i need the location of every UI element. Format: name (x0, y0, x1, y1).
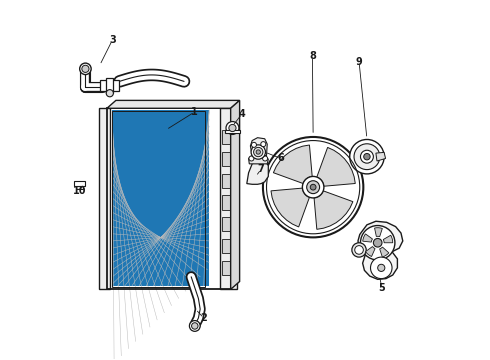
Circle shape (373, 238, 382, 247)
Text: 2: 2 (200, 313, 207, 323)
Circle shape (361, 150, 373, 163)
Circle shape (80, 63, 91, 75)
Circle shape (254, 147, 263, 157)
Polygon shape (271, 188, 310, 227)
Circle shape (354, 144, 380, 170)
Bar (221, 217, 235, 231)
Circle shape (263, 156, 268, 161)
Text: 7: 7 (258, 164, 265, 174)
Polygon shape (366, 247, 375, 257)
Circle shape (361, 226, 395, 260)
Bar (107, 108, 231, 289)
Circle shape (310, 184, 316, 190)
Bar (112, 111, 205, 287)
Polygon shape (314, 191, 353, 229)
Polygon shape (317, 147, 355, 186)
Bar (99, 108, 110, 289)
Circle shape (364, 153, 370, 160)
Circle shape (263, 137, 364, 237)
Text: 8: 8 (309, 51, 316, 61)
Circle shape (249, 156, 254, 161)
Circle shape (226, 122, 239, 134)
Bar (220, 108, 237, 289)
Bar (225, 130, 240, 134)
Bar (221, 174, 235, 188)
Text: 3: 3 (109, 35, 116, 45)
Circle shape (251, 145, 266, 159)
Polygon shape (374, 228, 382, 237)
Circle shape (378, 264, 385, 271)
Circle shape (355, 246, 364, 254)
Bar (221, 239, 235, 253)
Bar (221, 261, 235, 275)
Circle shape (106, 90, 113, 97)
Text: 6: 6 (277, 153, 284, 163)
Polygon shape (250, 138, 267, 156)
Circle shape (82, 65, 89, 72)
Circle shape (229, 125, 236, 132)
Bar (112, 110, 209, 286)
Circle shape (352, 243, 366, 257)
Circle shape (192, 323, 198, 329)
Polygon shape (273, 145, 312, 184)
Circle shape (261, 141, 266, 147)
Polygon shape (231, 100, 240, 289)
Polygon shape (107, 100, 240, 108)
Bar (221, 195, 235, 210)
Polygon shape (247, 160, 269, 184)
Circle shape (307, 181, 319, 194)
Bar (221, 152, 235, 166)
Circle shape (370, 257, 392, 279)
Circle shape (302, 176, 324, 198)
Bar (221, 130, 235, 144)
Bar (106, 78, 113, 93)
Polygon shape (248, 156, 269, 164)
Circle shape (251, 142, 256, 147)
Polygon shape (383, 235, 393, 243)
Circle shape (190, 320, 200, 331)
Polygon shape (376, 152, 386, 161)
Text: 4: 4 (239, 109, 245, 119)
Polygon shape (363, 234, 372, 242)
Circle shape (256, 150, 260, 154)
Text: 9: 9 (356, 57, 363, 67)
Polygon shape (358, 221, 403, 279)
Circle shape (350, 139, 384, 174)
Bar (76, 186, 82, 189)
Polygon shape (380, 247, 389, 257)
Text: 5: 5 (379, 283, 385, 293)
Bar (100, 80, 120, 91)
Text: 1: 1 (192, 107, 198, 117)
Bar (74, 181, 85, 186)
Text: 10: 10 (73, 186, 86, 197)
